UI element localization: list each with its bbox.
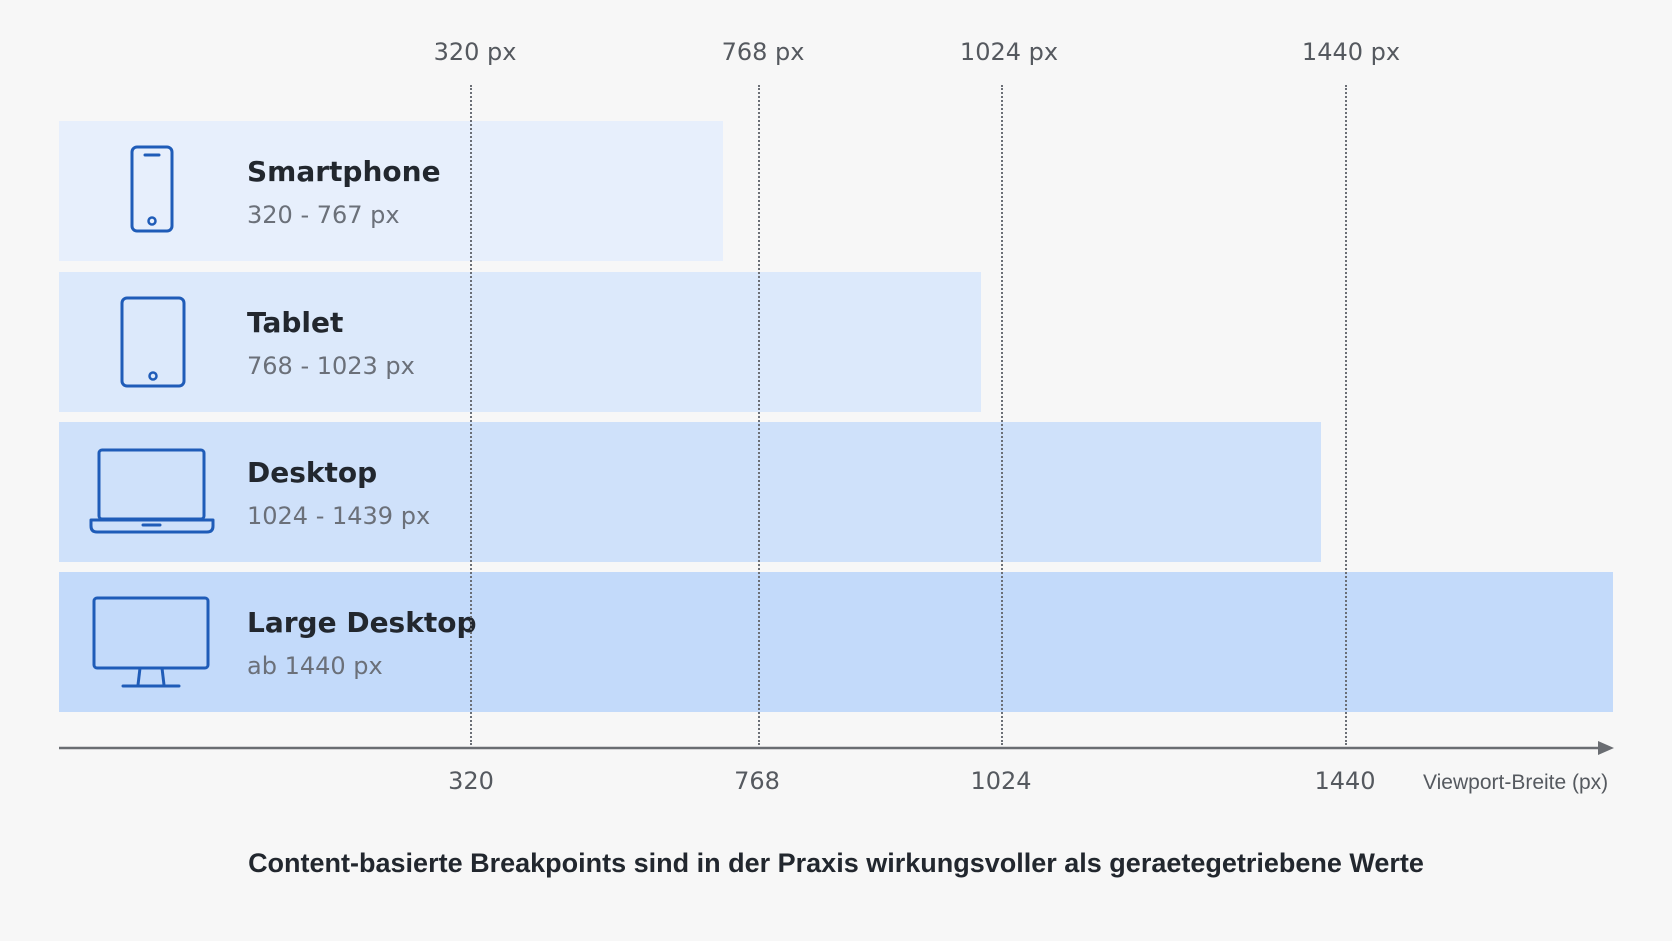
laptop-icon: [89, 448, 215, 534]
axis-tick-label-768: 768: [734, 767, 780, 795]
band-label-tablet: Tablet: [247, 306, 344, 339]
diagram-caption: Content-basierte Breakpoints sind in der…: [248, 848, 1424, 878]
breakpoint-top-label-768: 768 px: [721, 38, 805, 66]
smartphone-icon: [130, 145, 174, 233]
band-range-tablet: 768 - 1023 px: [247, 352, 415, 380]
band-label-smartphone: Smartphone: [247, 155, 441, 188]
tablet-icon: [120, 296, 186, 388]
band-smartphone: Smartphone 320 - 767 px: [59, 121, 723, 261]
axis-arrow-icon: [1598, 741, 1614, 755]
band-desktop: Desktop 1024 - 1439 px: [59, 422, 1321, 562]
band-range-smartphone: 320 - 767 px: [247, 201, 400, 229]
breakpoint-guide-1440: [1345, 85, 1347, 745]
band-large-desktop: Large Desktop ab 1440 px: [59, 572, 1613, 712]
band-range-desktop: 1024 - 1439 px: [247, 502, 431, 530]
breakpoint-top-label-320: 320 px: [433, 38, 517, 66]
monitor-icon: [92, 596, 210, 688]
breakpoint-top-label-1024: 1024 px: [959, 38, 1059, 66]
breakpoint-guide-320: [470, 85, 472, 745]
axis-title: Viewport-Breite (px): [1423, 771, 1609, 794]
band-tablet: Tablet 768 - 1023 px: [59, 272, 981, 412]
axis-tick-label-1024: 1024: [970, 767, 1032, 795]
axis-tick-label-320: 320: [448, 767, 494, 795]
breakpoint-guide-1024: [1001, 85, 1003, 745]
axis-tick-label-1440: 1440: [1314, 767, 1376, 795]
band-range-large-desktop: ab 1440 px: [247, 652, 383, 680]
breakpoint-top-label-1440: 1440 px: [1301, 38, 1401, 66]
band-label-large-desktop: Large Desktop: [247, 606, 477, 639]
band-label-desktop: Desktop: [247, 456, 378, 489]
breakpoint-guide-768: [758, 85, 760, 745]
